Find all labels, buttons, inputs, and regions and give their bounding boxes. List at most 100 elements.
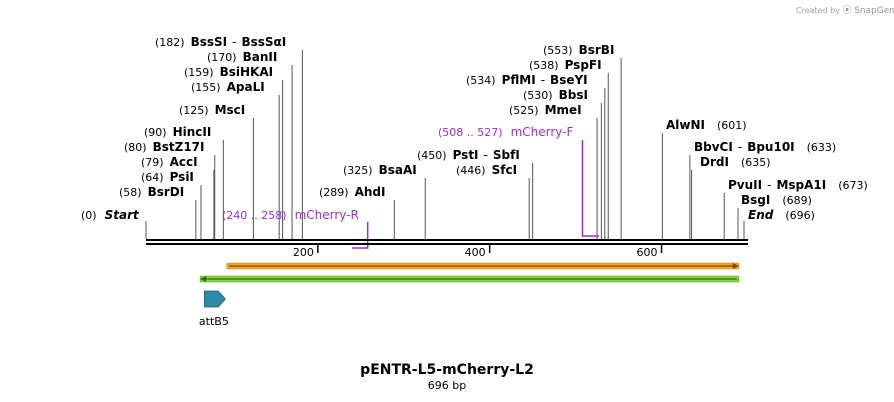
enzyme-position: (58) (119, 186, 142, 199)
feature-attb5-label: attB5 (199, 315, 229, 328)
enzyme-position: (450) (417, 149, 447, 162)
enzyme-position: (530) (523, 89, 553, 102)
primer-bar-mcherry-r (352, 222, 369, 249)
enzyme-name-2: Bpu10I (747, 140, 794, 154)
enzyme-separator: - (738, 140, 742, 154)
enzyme-position: (125) (179, 104, 209, 117)
credit-prefix: Created by (796, 6, 841, 15)
marker-position: (696) (785, 209, 815, 222)
map-length: 696 bp (427, 379, 467, 392)
enzyme-position: (635) (741, 156, 771, 169)
primers: (240 .. 258) mCherry-R (508 .. 527) mCherry… (222, 125, 599, 249)
enzyme-position: (601) (717, 119, 747, 132)
enzyme-name: HincII (173, 125, 212, 139)
cut-lines (145, 50, 745, 239)
enzyme-position: (525) (509, 104, 539, 117)
marker-name: Start (105, 208, 140, 222)
enzyme-name: BbvCI (694, 140, 733, 154)
enzyme-name: PstI (453, 148, 479, 162)
enzyme-label-bsaai: (325) BsaAI (343, 163, 417, 177)
enzyme-position: (80) (124, 141, 147, 154)
primer-label-mcherry-f: (508 .. 527) mCherry-F (438, 125, 573, 139)
enzyme-name: BstZ17I (153, 140, 205, 154)
primer-name: mCherry-R (295, 208, 359, 222)
enzyme-position: (553) (543, 44, 573, 57)
enzyme-label-ahdi: (289) AhdI (319, 185, 385, 199)
enzyme-position: (534) (466, 74, 496, 87)
enzyme-labels: (182) BssSI - BssSαI(170) BanII(159) BsiHKAI(… (81, 35, 868, 222)
primer-range: (508 .. 527) (438, 126, 503, 139)
enzyme-label-acci: (79) AccI (141, 155, 198, 169)
enzyme-position: (64) (141, 171, 164, 184)
enzyme-name: PspFI (565, 58, 602, 72)
enzyme-position: (673) (838, 179, 868, 192)
tick-label-600: 600 (637, 246, 658, 259)
primer-label-mcherry-r: (240 .. 258) mCherry-R (222, 208, 359, 222)
enzyme-label-alwni: AlwNI (601) (666, 118, 747, 132)
credit-brand: SnapGene (854, 6, 894, 16)
enzyme-label-banii: (170) BanII (207, 50, 277, 64)
enzyme-label-pspfi: (538) PspFI (529, 58, 602, 72)
enzyme-name: DrdI (700, 155, 729, 169)
enzyme-separator: - (232, 35, 236, 49)
enzyme-name: BbsI (559, 88, 588, 102)
enzyme-label-mmei: (525) MmeI (509, 103, 582, 117)
start-marker: (0) Start (81, 208, 140, 222)
enzyme-separator: - (541, 73, 545, 87)
enzyme-label-psti: (450) PstI - SbfI (417, 148, 520, 162)
enzyme-label-bbsi: (530) BbsI (523, 88, 588, 102)
map-title: pENTR-L5-mCherry-L2 (360, 362, 534, 378)
enzyme-name: MscI (215, 103, 246, 117)
feature-attb5 (204, 290, 226, 308)
enzyme-label-msci: (125) MscI (179, 103, 245, 117)
primer-range: (240 .. 258) (222, 209, 287, 222)
enzyme-label-bbvci: BbvCI - Bpu10I (633) (694, 140, 836, 154)
enzyme-name-2: MspA1I (776, 178, 826, 192)
enzyme-label-drdi: DrdI (635) (700, 155, 771, 169)
marker-position: (0) (81, 209, 97, 222)
enzyme-name: AhdI (355, 185, 386, 199)
dna-strand-bottom (146, 243, 748, 245)
features: attB5 (199, 262, 740, 328)
enzyme-name: BsrDI (148, 185, 185, 199)
enzyme-position: (182) (155, 36, 185, 49)
enzyme-position: (538) (529, 59, 559, 72)
enzyme-label-pvuii: PvuII - MspA1I (673) (728, 178, 868, 192)
enzyme-name: BsiHKAI (220, 65, 274, 79)
enzyme-label-bsssi: (182) BssSI - BssSαI (155, 35, 286, 49)
enzyme-name: ApaLI (227, 80, 265, 94)
primer-bar-mcherry-f (581, 140, 599, 237)
tick-label-200: 200 (293, 246, 314, 259)
enzyme-name: AccI (170, 155, 198, 169)
enzyme-name-2: BssSαI (241, 35, 286, 49)
enzyme-position: (159) (184, 66, 214, 79)
end-marker: End (696) (748, 208, 815, 222)
enzyme-position: (633) (807, 141, 837, 154)
dna-backbone (146, 239, 748, 245)
enzyme-label-sfci: (446) SfcI (456, 163, 517, 177)
enzyme-name: BsgI (741, 193, 770, 207)
enzyme-position: (325) (343, 164, 373, 177)
enzyme-position: (170) (207, 51, 237, 64)
enzyme-name: AlwNI (666, 118, 705, 132)
enzyme-separator: - (767, 178, 771, 192)
enzyme-label-bsgi: BsgI (689) (741, 193, 812, 207)
enzyme-label-bstz17i: (80) BstZ17I (124, 140, 204, 154)
ruler-ticks: 200 400 600 (293, 245, 663, 259)
enzyme-name: BanII (243, 50, 278, 64)
enzyme-position: (79) (141, 156, 164, 169)
enzyme-label-hincii: (90) HincII (144, 125, 211, 139)
enzyme-position: (289) (319, 186, 349, 199)
enzyme-name: BsrBI (579, 43, 615, 57)
enzyme-label-bsrbi: (553) BsrBI (543, 43, 614, 57)
enzyme-label-bsrdi: (58) BsrDI (119, 185, 184, 199)
enzyme-separator: - (484, 148, 488, 162)
feature-kanr-arrowhead (200, 276, 207, 282)
enzyme-position: (446) (456, 164, 486, 177)
feature-mcherry-arrowhead (732, 263, 739, 269)
dna-strand-top (146, 239, 748, 241)
enzyme-position: (155) (191, 81, 221, 94)
enzyme-label-apali: (155) ApaLI (191, 80, 265, 94)
enzyme-position: (90) (144, 126, 167, 139)
